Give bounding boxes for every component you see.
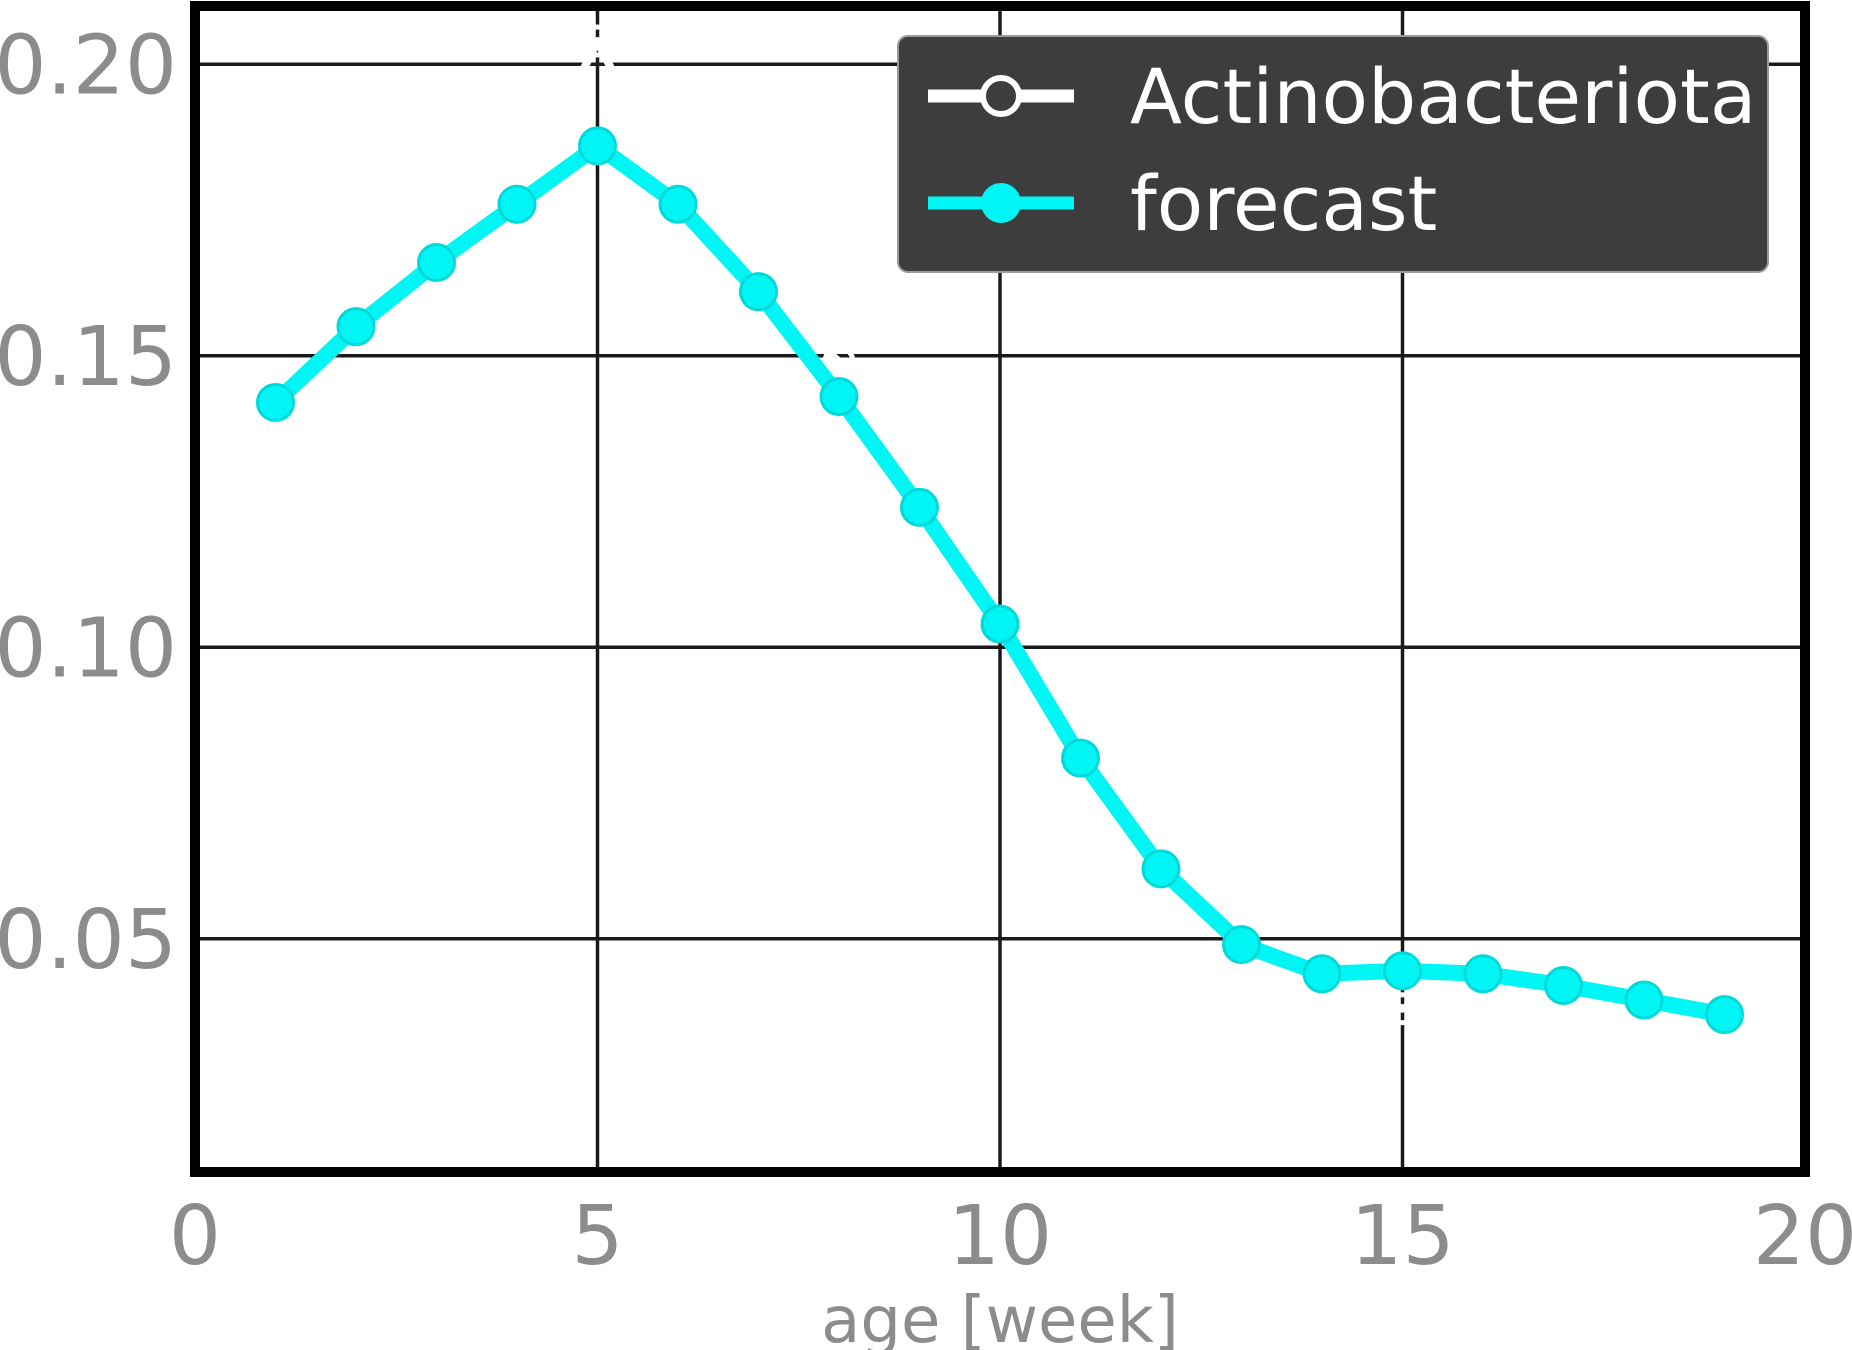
legend-label: Actinobacteriota [1130, 52, 1756, 141]
legend-entries: Actinobacteriota forecast [928, 52, 1756, 248]
data-point [1141, 849, 1181, 889]
data-point [739, 272, 778, 312]
data-point [417, 243, 456, 283]
x-tick-label: 10 [948, 1189, 1052, 1284]
data-point [497, 184, 537, 224]
legend-entry: Actinobacteriota [928, 52, 1756, 141]
data-point [336, 307, 376, 347]
x-tick-label: 0 [169, 1189, 221, 1284]
data-point [1624, 980, 1664, 1020]
data-point [1302, 954, 1342, 994]
data-point [822, 345, 856, 379]
y-tick-label: 0.15 [0, 310, 177, 405]
y-tick-label: 0.10 [0, 601, 177, 696]
series-layer [256, 24, 1744, 1035]
data-point [581, 24, 614, 58]
data-point [819, 377, 859, 417]
series-forecast [256, 126, 1744, 1035]
legend-entry: forecast [928, 159, 1437, 248]
data-point [1463, 954, 1503, 994]
y-tick-label: 0.05 [0, 893, 177, 988]
legend-marker [981, 183, 1021, 223]
legend-marker [980, 75, 1022, 117]
data-point [900, 487, 939, 527]
x-axis-title: age [week] [821, 1284, 1179, 1350]
data-point [1222, 925, 1261, 965]
data-point [980, 604, 1020, 644]
data-point [1386, 992, 1419, 1026]
data-point [1061, 738, 1100, 778]
data-point [1383, 951, 1422, 991]
x-tick-label: 20 [1753, 1189, 1852, 1284]
legend-box [897, 35, 1769, 273]
data-point [658, 184, 698, 224]
data-point [256, 382, 295, 422]
data-point [1544, 965, 1583, 1005]
x-tick-label: 15 [1350, 1189, 1454, 1284]
data-point [578, 126, 617, 166]
plot-frame [190, 1, 1810, 1177]
legend-label: forecast [1130, 159, 1437, 248]
legend: Actinobacteriota forecast [897, 35, 1769, 273]
tick-layer: 0 5 10 15 20 0.05 0.10 0.15 0.20 [0, 18, 1852, 1284]
data-point [1705, 995, 1744, 1035]
x-tick-label: 5 [571, 1189, 623, 1284]
y-tick-label: 0.20 [0, 18, 177, 113]
